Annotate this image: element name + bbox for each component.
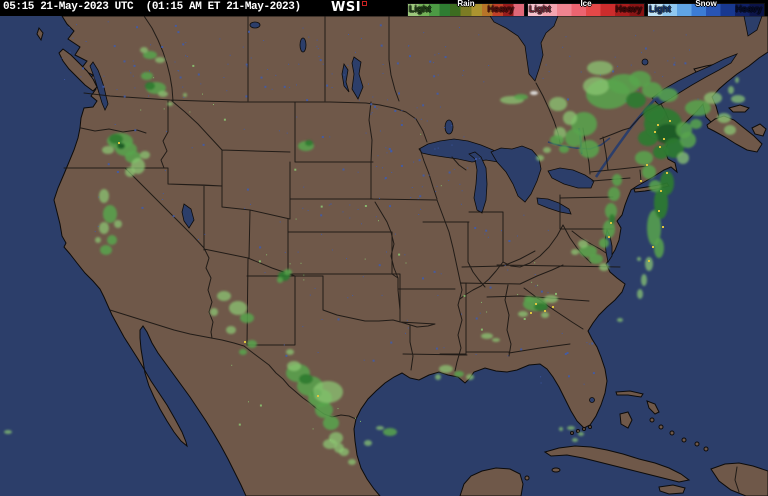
lake-winnipeg xyxy=(351,56,364,100)
vancouver-island xyxy=(58,48,98,92)
bahamas-eleuthera xyxy=(646,400,660,415)
legend-ice-light: Light xyxy=(529,4,551,14)
hispaniola xyxy=(710,462,768,496)
precipitation-radar xyxy=(4,47,745,465)
florida-key xyxy=(570,431,574,435)
turks-cay xyxy=(694,441,700,447)
jamaica xyxy=(658,484,686,495)
top-bar: 05:15 21-May-2023 UTC (01:15 AM ET 21-Ma… xyxy=(0,0,768,17)
radar-map xyxy=(0,16,768,496)
labrador-inlet xyxy=(743,16,763,37)
state-borders xyxy=(63,16,740,493)
lake-huron xyxy=(490,145,542,203)
hudson-bay xyxy=(489,16,559,82)
florida-key xyxy=(582,427,586,431)
lake-athabasca xyxy=(249,21,261,29)
legend-rain-light: Light xyxy=(409,4,431,14)
mainland xyxy=(53,16,768,496)
bahamas-cay xyxy=(669,430,675,436)
bahamas-cay xyxy=(658,424,664,430)
timestamp: 05:15 21-May-2023 UTC (01:15 AM ET 21-Ma… xyxy=(3,1,301,13)
great-salt-lake xyxy=(181,203,195,229)
haida-gwaii xyxy=(36,26,44,42)
florida-key xyxy=(588,425,592,429)
legend-ice-title: Ice xyxy=(580,0,592,8)
legend-ice-heavy: Heavy xyxy=(615,4,642,14)
reindeer-lake xyxy=(299,37,307,53)
cuba xyxy=(543,445,691,483)
heavy-cell-marks xyxy=(118,120,671,397)
legend-snow-light: Light xyxy=(649,4,671,14)
lake-nipigon xyxy=(444,119,454,135)
legend-rain-title: Rain xyxy=(457,0,475,8)
lake-ontario xyxy=(547,167,595,189)
bahamas-andros xyxy=(619,411,633,429)
map-canvas xyxy=(0,16,768,496)
legend-snow-heavy: Heavy xyxy=(735,4,762,14)
prince-edward-island xyxy=(728,104,750,113)
bahamas-grand xyxy=(615,390,644,398)
isla-juventud xyxy=(551,467,561,473)
lake-speckles xyxy=(61,21,699,441)
puget-sound xyxy=(89,61,109,111)
legend-rain: Rain Light Heavy xyxy=(406,0,526,17)
precip-legend: Rain Light Heavy Ice Light Heavy Snow Li… xyxy=(406,0,766,17)
legend-snow-title: Snow xyxy=(695,0,717,8)
wsi-logo: WSI xyxy=(331,0,368,15)
wsi-logo-mark xyxy=(362,1,368,6)
legend-rain-heavy: Heavy xyxy=(487,4,514,14)
cozumel xyxy=(524,475,530,481)
turks-cay xyxy=(703,446,709,452)
florida-key xyxy=(576,429,580,433)
landmass xyxy=(36,16,768,496)
lake-winnipegosis xyxy=(341,62,350,93)
lac-st-jean xyxy=(641,58,649,66)
lake-erie xyxy=(536,197,572,215)
legend-ice: Ice Light Heavy xyxy=(526,0,646,17)
bahamas-cay xyxy=(681,437,687,443)
legend-snow: Snow Light Heavy xyxy=(646,0,766,17)
lake-michigan xyxy=(468,151,488,214)
cape-breton xyxy=(751,123,767,137)
bahamas-cay xyxy=(649,417,655,423)
yucatan xyxy=(459,467,524,496)
lake-okeechobee xyxy=(589,397,595,403)
